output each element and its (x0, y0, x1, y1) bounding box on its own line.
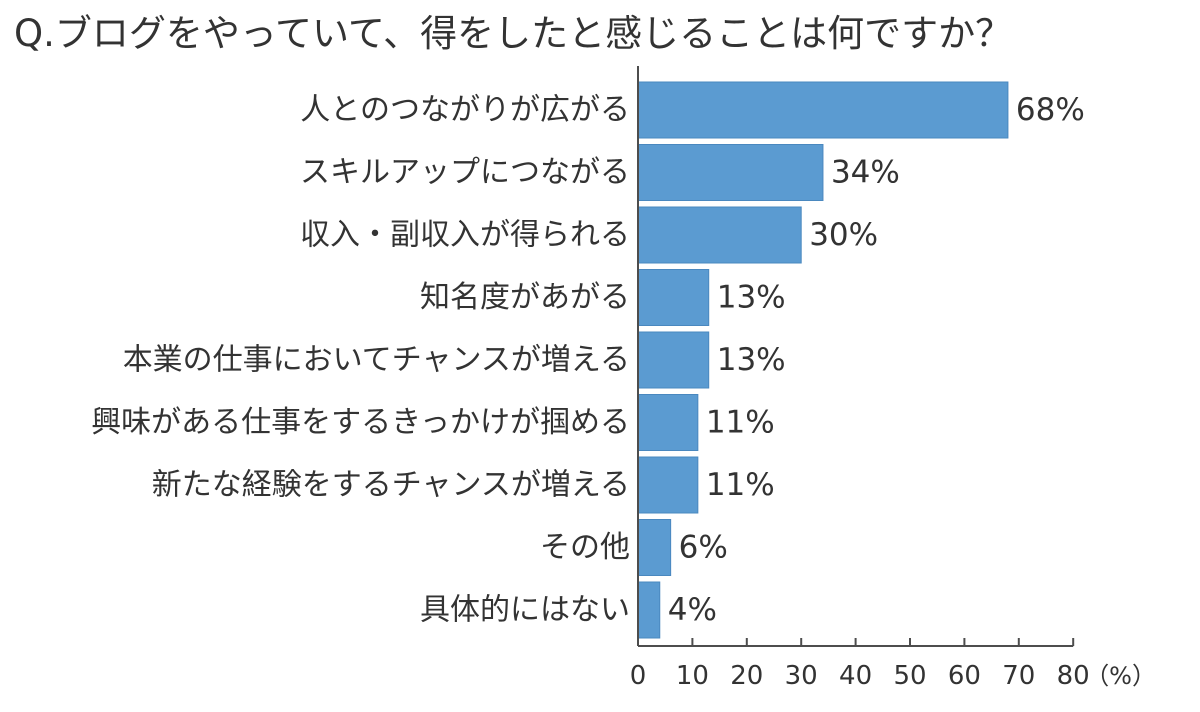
value-label: 68% (1016, 92, 1085, 128)
value-label: 34% (831, 155, 900, 191)
value-label: 13% (717, 342, 786, 378)
bar (637, 456, 699, 514)
category-label: 知名度があがる (420, 280, 630, 315)
x-tick-label: 0 (630, 661, 647, 691)
x-unit-label: （%） (1085, 662, 1156, 690)
x-tick-label: 40 (839, 661, 872, 691)
x-tick-label: 70 (1002, 661, 1035, 691)
value-label: 11% (706, 405, 775, 441)
category-label: 具体的にはない (420, 593, 630, 628)
category-label: 収入・副収入が得られる (300, 218, 630, 253)
value-label: 6% (679, 530, 728, 566)
category-label: 人とのつながりが広がる (300, 93, 630, 128)
bar (637, 269, 710, 326)
bar (637, 394, 699, 451)
bar (637, 81, 1009, 139)
chart-title: Q.ブログをやっていて、得をしたと感じることは何ですか？ (14, 12, 1013, 55)
category-label: その他 (540, 530, 630, 565)
x-tick-label: 10 (676, 661, 709, 691)
bar (637, 206, 802, 264)
x-tick-label: 50 (893, 661, 926, 691)
category-label: スキルアップにつながる (300, 155, 630, 190)
category-label: 興味がある仕事をするきっかけが掴める (91, 405, 630, 440)
category-label: 本業の仕事においてチャンスが増える (123, 343, 630, 378)
value-label: 11% (706, 467, 775, 503)
x-tick-label: 20 (730, 661, 763, 691)
bar (637, 581, 661, 639)
x-tick-label: 30 (785, 661, 818, 691)
x-tick-label: 60 (948, 661, 981, 691)
bar (637, 144, 824, 201)
value-label: 13% (717, 280, 786, 316)
value-label: 30% (809, 217, 878, 253)
x-tick-label: 80 (1057, 661, 1090, 691)
bar (637, 519, 672, 576)
bar (637, 331, 710, 389)
value-label: 4% (668, 592, 717, 628)
category-label: 新たな経験をするチャンスが増える (152, 468, 630, 503)
